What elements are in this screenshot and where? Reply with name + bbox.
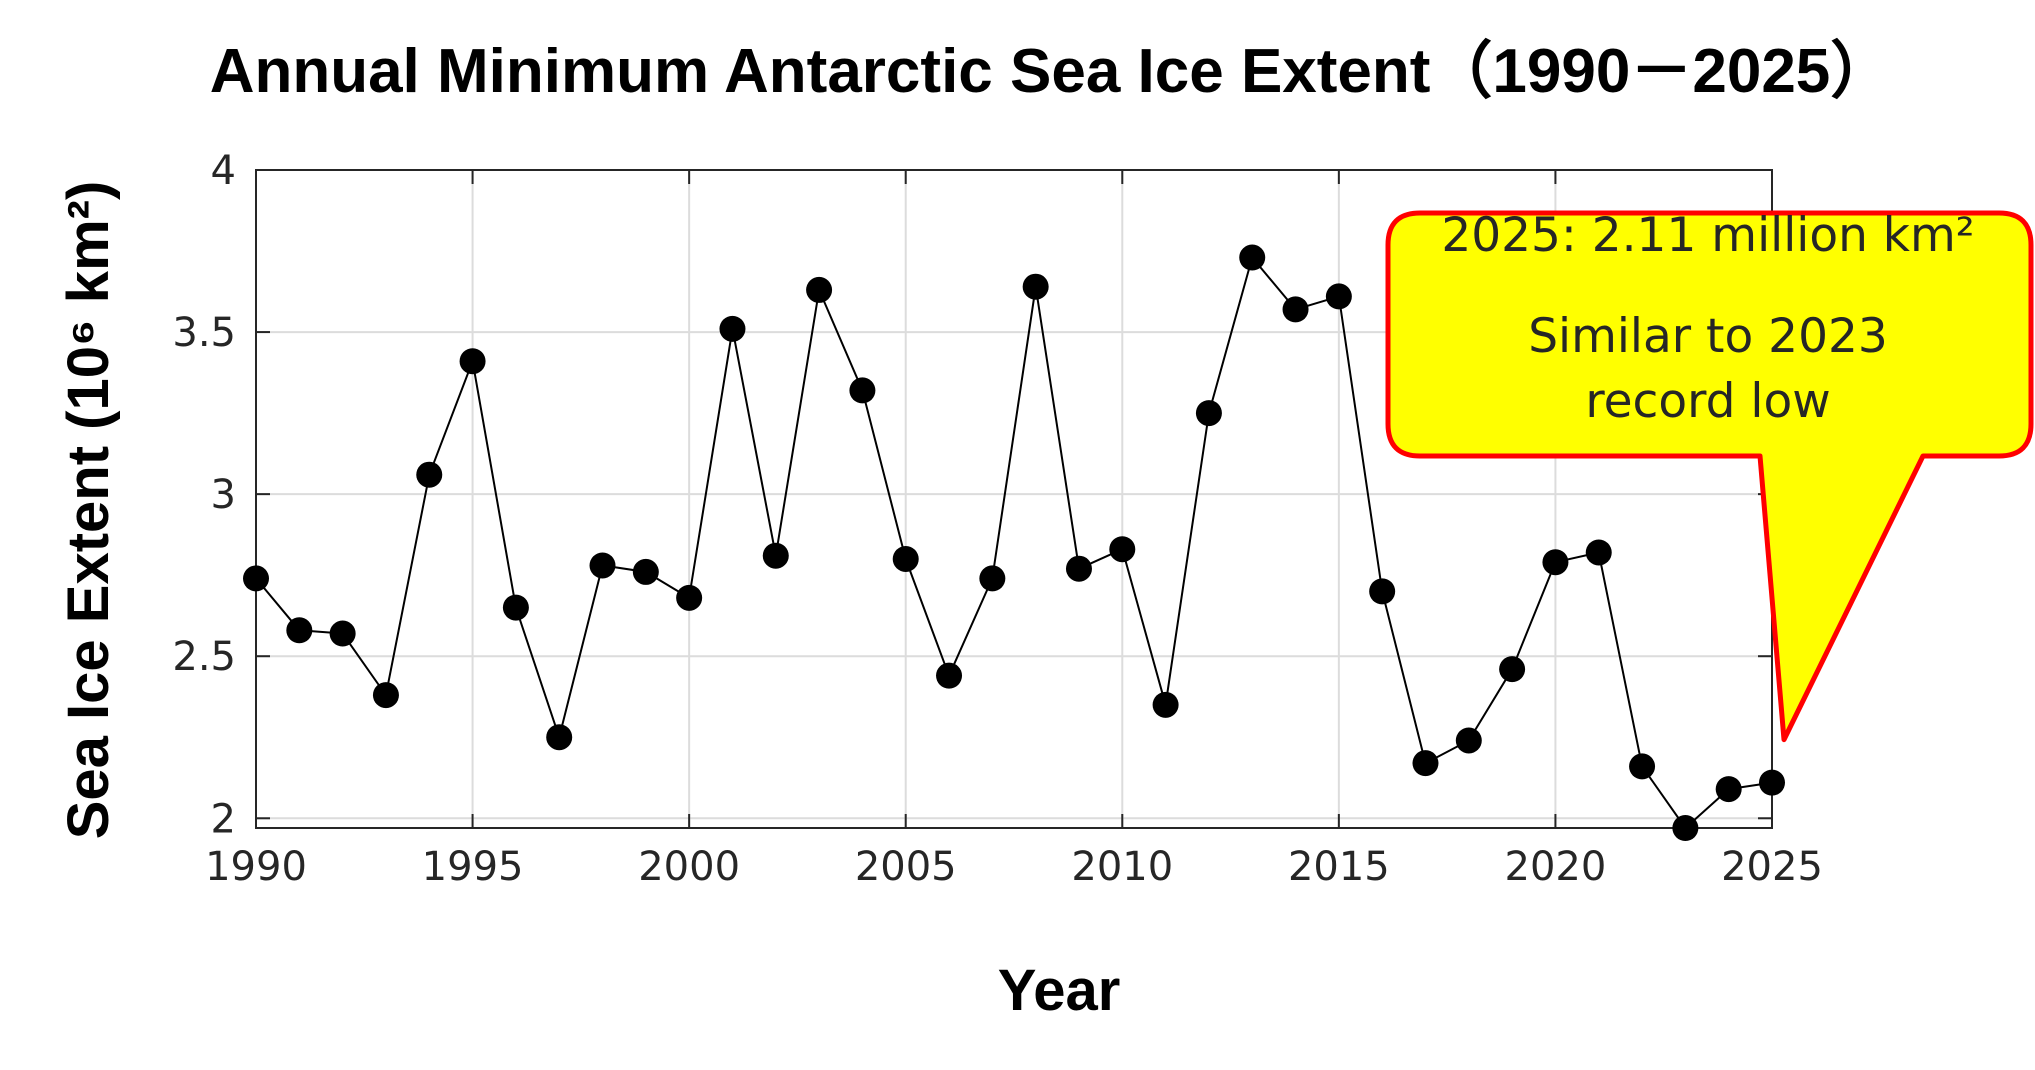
data-point-2014 xyxy=(1282,296,1309,323)
x-tick-label: 2010 xyxy=(1071,844,1173,890)
y-tick-label: 4 xyxy=(211,148,236,194)
callout-line-3: record low xyxy=(1585,374,1830,429)
x-tick-label: 1995 xyxy=(422,844,524,890)
y-tick-label: 3.5 xyxy=(172,310,236,356)
data-point-1995 xyxy=(459,348,486,375)
y-tick-label: 3 xyxy=(211,472,236,518)
data-point-2016 xyxy=(1369,578,1396,605)
data-point-2012 xyxy=(1195,400,1222,427)
data-point-2001 xyxy=(719,315,746,342)
axis-ticks: 1990 1995 2000 2005 2010 2015 2020 2025 2 2.5 3 3.5… xyxy=(172,148,1823,890)
data-point-2008 xyxy=(1022,273,1049,300)
y-axis-label: Sea Ice Extent (10⁶ km²) xyxy=(56,181,121,840)
callout-shape xyxy=(1385,210,2034,743)
data-point-2017 xyxy=(1412,750,1439,777)
x-tick-label: 2015 xyxy=(1288,844,1390,890)
data-point-2023 xyxy=(1672,815,1699,841)
data-point-1993 xyxy=(372,682,399,709)
data-point-2013 xyxy=(1239,244,1266,271)
y-tick-label: 2 xyxy=(211,796,236,842)
data-point-2019 xyxy=(1499,656,1526,683)
x-tick-label: 1990 xyxy=(205,844,307,890)
data-point-2007 xyxy=(979,565,1006,592)
x-axis-label: Year xyxy=(998,958,1121,1023)
data-point-1990 xyxy=(243,565,269,592)
data-point-2025 xyxy=(1759,769,1785,796)
data-point-1997 xyxy=(546,724,573,751)
data-point-2018 xyxy=(1455,727,1482,754)
data-point-2009 xyxy=(1065,555,1092,582)
data-point-1996 xyxy=(502,594,529,621)
data-point-2000 xyxy=(676,584,703,611)
x-tick-label: 2025 xyxy=(1721,844,1823,890)
x-tick-label: 2000 xyxy=(638,844,740,890)
x-tick-label: 2020 xyxy=(1505,844,1607,890)
data-point-2002 xyxy=(762,542,789,569)
data-point-1994 xyxy=(416,461,443,488)
chart-title: Annual Minimum Antarctic Sea Ice Extent（… xyxy=(210,36,1893,106)
data-point-2011 xyxy=(1152,691,1179,718)
callout-line-1: 2025: 2.11 million km² xyxy=(1441,208,1974,263)
data-point-1991 xyxy=(286,617,313,644)
data-point-2020 xyxy=(1542,549,1569,576)
data-point-2003 xyxy=(806,276,833,303)
data-point-1999 xyxy=(632,558,659,585)
data-point-1992 xyxy=(329,620,356,647)
data-point-2021 xyxy=(1585,539,1612,566)
data-point-2010 xyxy=(1109,536,1136,563)
data-line xyxy=(255,256,1773,829)
data-point-2005 xyxy=(892,545,919,572)
data-point-2004 xyxy=(849,377,876,404)
y-tick-label: 2.5 xyxy=(172,634,236,680)
data-points xyxy=(243,244,1785,841)
data-point-2024 xyxy=(1715,776,1742,803)
x-tick-label: 2005 xyxy=(855,844,957,890)
data-point-2006 xyxy=(936,662,963,689)
series-line xyxy=(255,256,1773,829)
data-point-1998 xyxy=(589,552,616,579)
data-point-2022 xyxy=(1629,753,1656,780)
annotation-callout: 2025: 2.11 million km² Similar to 2023 r… xyxy=(1385,208,2034,743)
callout-line-2: Similar to 2023 xyxy=(1528,309,1888,364)
data-point-2015 xyxy=(1325,283,1352,310)
